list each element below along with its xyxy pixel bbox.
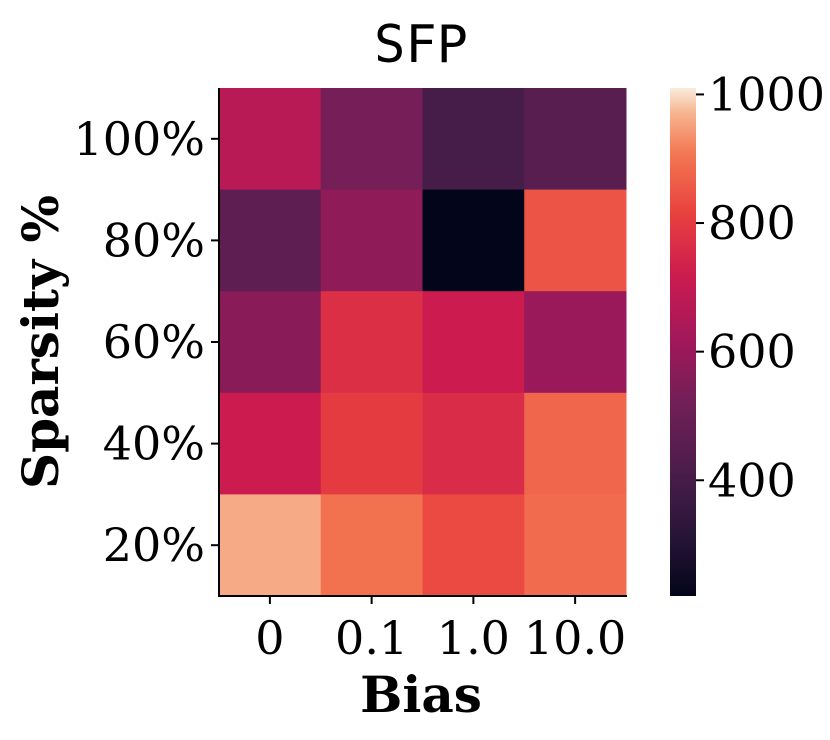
heatmap-cell	[422, 88, 525, 191]
heatmap-cell	[422, 392, 525, 495]
y-tick-labels: 100% 80% 60% 40% 20%	[73, 112, 219, 572]
heatmap-cell	[219, 189, 322, 292]
colorbar-ticks: 400 600 800 1000	[696, 67, 825, 507]
heatmap-cell	[422, 189, 525, 292]
heatmap-cell	[422, 291, 525, 394]
y-axis-label: Sparsity %	[11, 195, 70, 489]
x-tick-label: 1.0	[437, 611, 510, 665]
y-tick-label: 60%	[103, 315, 205, 369]
heatmap-cells	[219, 88, 627, 597]
heatmap-cell	[320, 291, 423, 394]
x-axis-label: Bias	[360, 665, 482, 724]
chart-title: SFP	[374, 15, 468, 75]
heatmap-cell	[422, 494, 525, 597]
colorbar-tick-label: 800	[708, 196, 796, 250]
colorbar-tick-label: 600	[708, 325, 796, 379]
heatmap-cell	[219, 88, 322, 191]
y-tick-label: 80%	[103, 213, 205, 267]
heatmap-cell	[320, 189, 423, 292]
y-tick-label: 100%	[73, 112, 205, 166]
heatmap-cell	[524, 291, 627, 394]
y-tick-label: 40%	[103, 417, 205, 471]
heatmap-cell	[219, 291, 322, 394]
heatmap-cell	[524, 88, 627, 191]
heatmap-cell	[524, 189, 627, 292]
heatmap-cell	[320, 494, 423, 597]
heatmap-cell	[524, 392, 627, 495]
colorbar-tick-label: 1000	[708, 67, 825, 121]
colorbar	[670, 88, 696, 596]
y-tick-label: 20%	[103, 518, 205, 572]
heatmap-cell	[219, 494, 322, 597]
x-tick-label: 0	[255, 611, 284, 665]
x-tick-label: 10.0	[524, 611, 626, 665]
x-tick-label: 0.1	[335, 611, 408, 665]
heatmap-cell	[320, 88, 423, 191]
heatmap-cell	[219, 392, 322, 495]
heatmap-cell	[524, 494, 627, 597]
x-tick-labels: 0 0.1 1.0 10.0	[255, 596, 626, 665]
heatmap-cell	[320, 392, 423, 495]
colorbar-tick-label: 400	[708, 453, 796, 507]
